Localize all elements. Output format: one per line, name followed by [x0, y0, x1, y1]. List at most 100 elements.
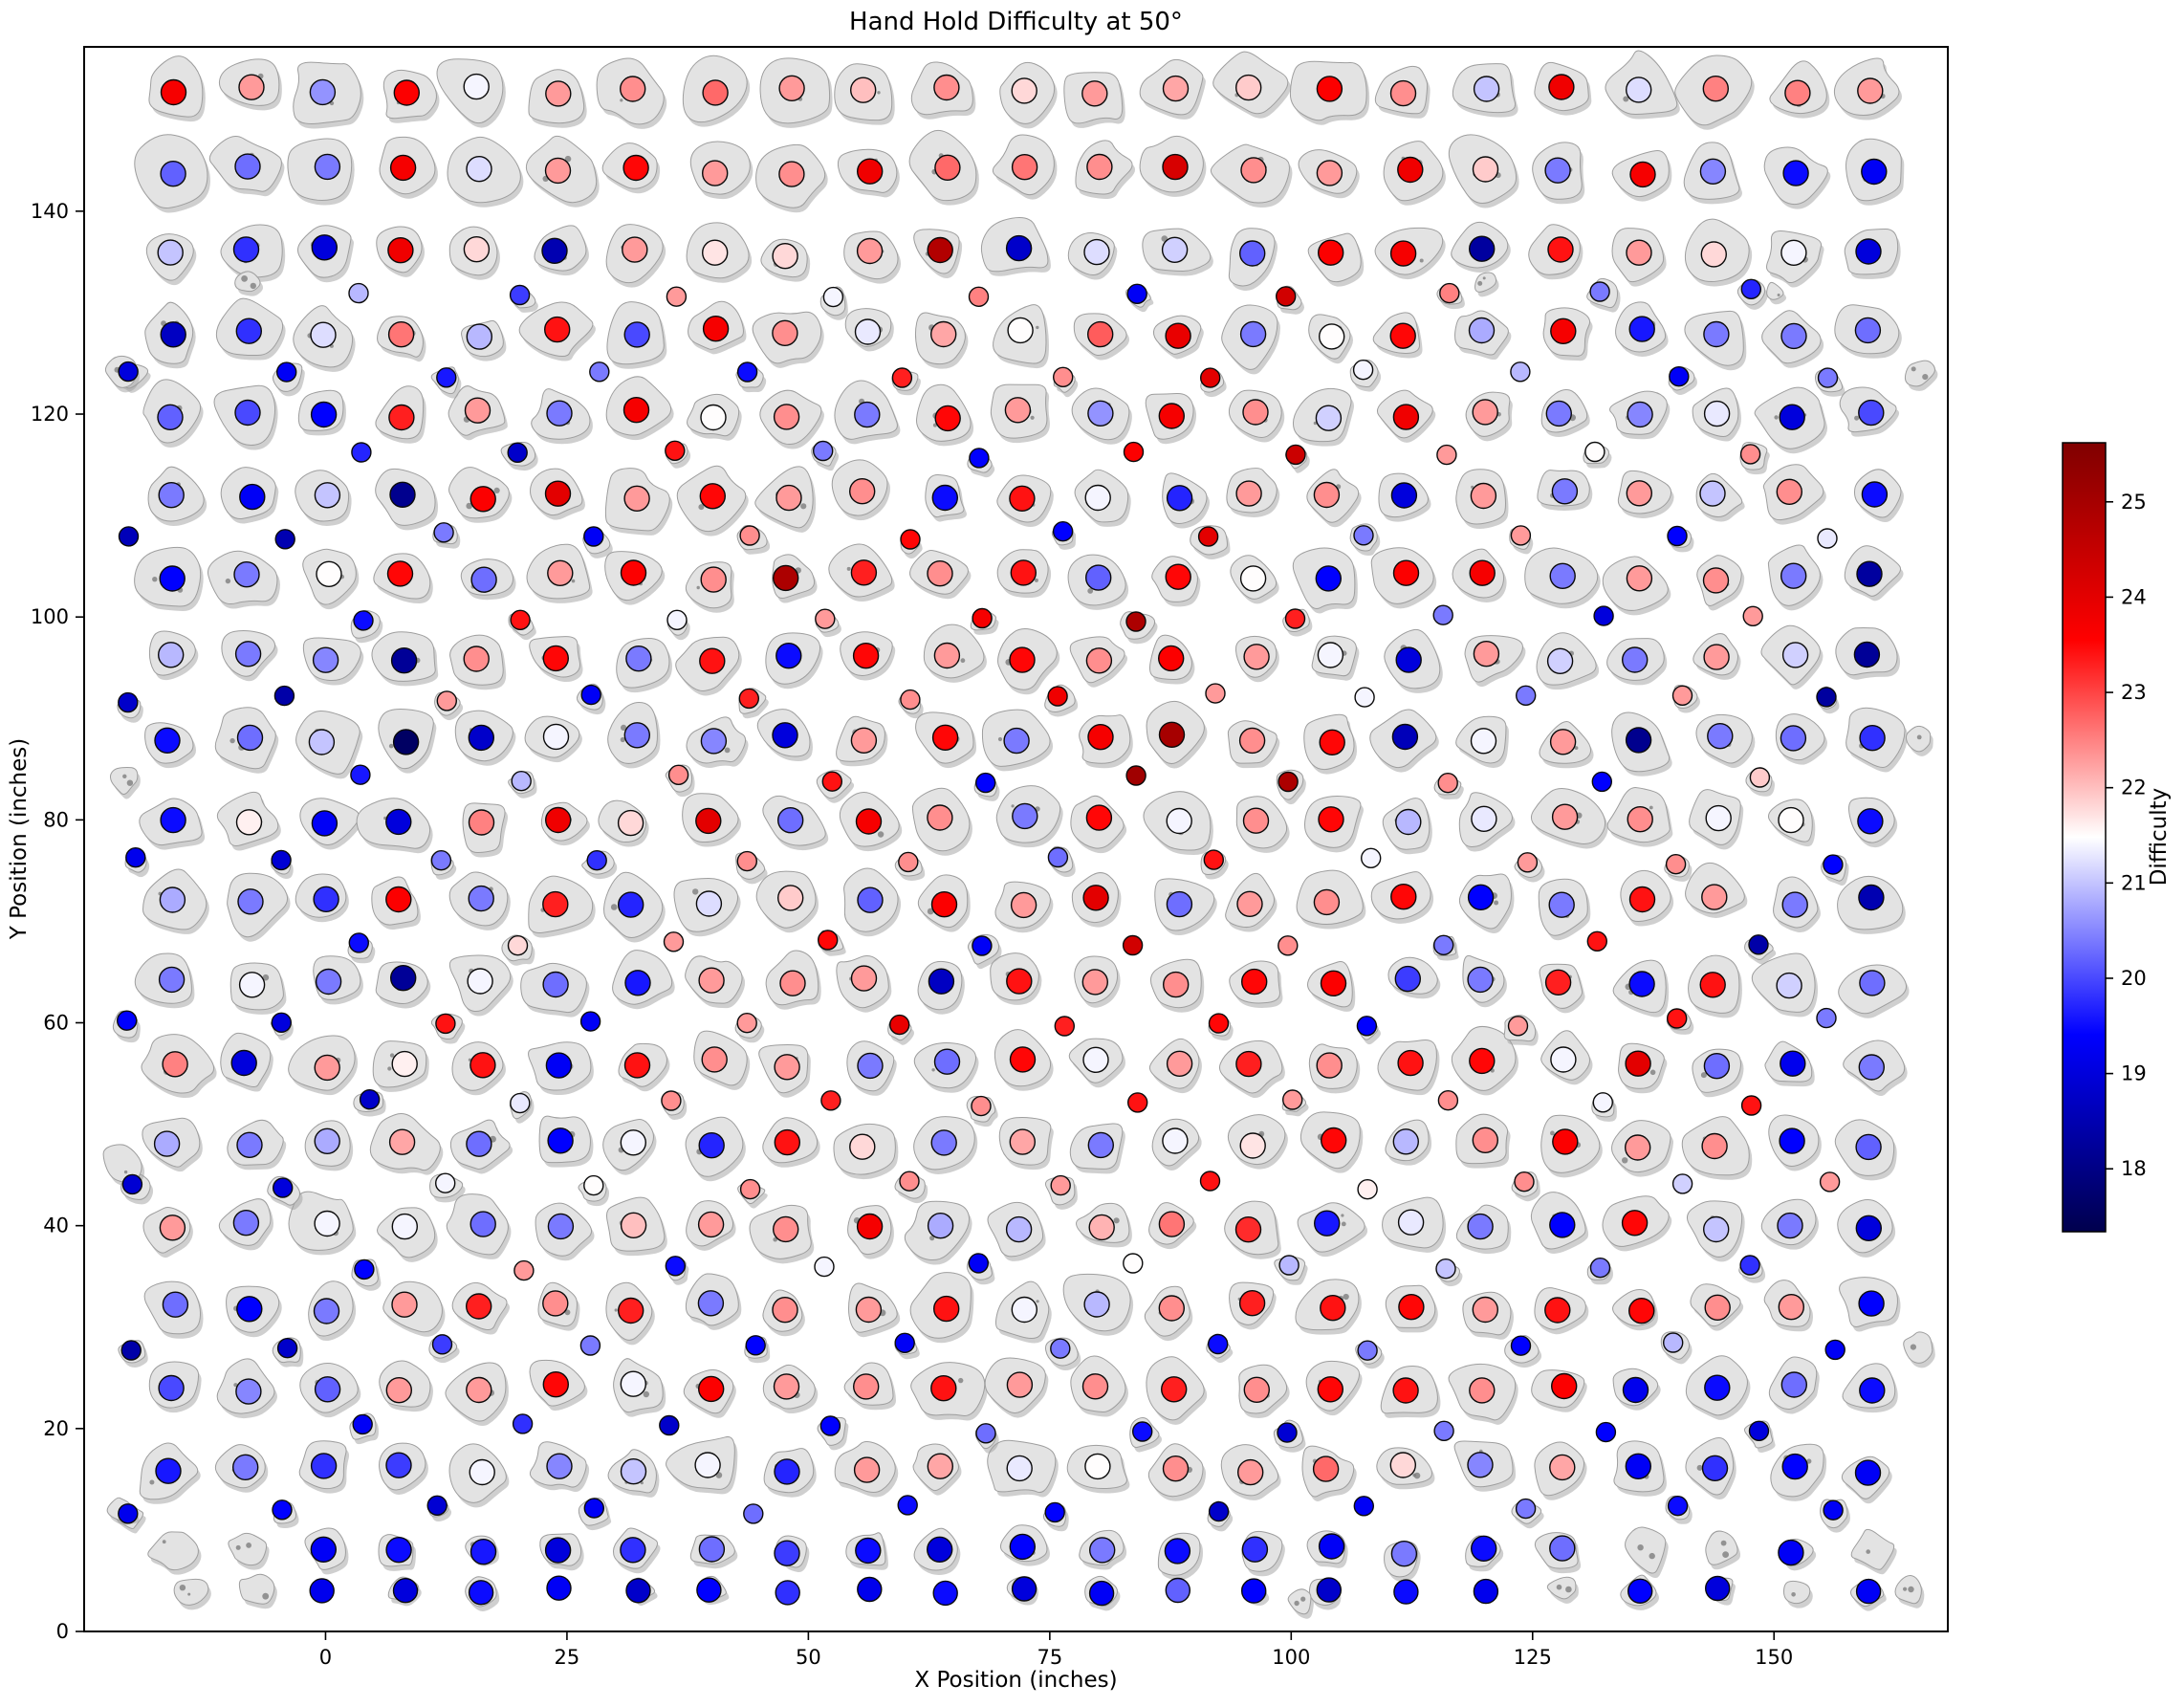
- hold-difficulty-dot: [736, 1012, 757, 1034]
- hold-difficulty-dot: [1780, 322, 1807, 350]
- hold-difficulty-dot: [1125, 611, 1147, 632]
- hold-difficulty-dot: [1591, 771, 1613, 793]
- hold-difficulty-dot: [1853, 641, 1881, 668]
- hold-difficulty-dot: [547, 1213, 575, 1240]
- hold-difficulty-dot: [1628, 886, 1656, 913]
- bolt-hole: [1413, 1472, 1421, 1479]
- hold-difficulty-dot: [773, 1373, 800, 1400]
- hold-difficulty-dot: [385, 1452, 412, 1478]
- hold-difficulty-dot: [1473, 76, 1500, 102]
- hold-difficulty-dot: [435, 1013, 456, 1035]
- hold-difficulty-dot: [1390, 884, 1417, 910]
- hold-difficulty-dot: [772, 1296, 798, 1324]
- hold-difficulty-dot: [625, 1578, 651, 1604]
- bolt-hole: [1911, 366, 1916, 372]
- hold-difficulty-dot: [1047, 686, 1068, 707]
- hold-difficulty-dot: [773, 564, 799, 592]
- hold-difficulty-dot: [1469, 559, 1496, 586]
- hold-difficulty-dot: [852, 643, 880, 669]
- hold-difficulty-dot: [934, 154, 961, 182]
- hold-difficulty-dot: [470, 1052, 496, 1079]
- hold-difficulty-dot: [390, 647, 418, 674]
- hold-difficulty-dot: [1749, 767, 1771, 788]
- hold-difficulty-dot: [542, 723, 570, 751]
- hold-difficulty-dot: [1817, 528, 1838, 549]
- bolt-hole: [846, 566, 851, 571]
- hold-difficulty-dot: [544, 316, 571, 343]
- hold-difficulty-dot: [849, 1133, 876, 1160]
- hold-difficulty-dot: [1162, 75, 1190, 102]
- hold-difficulty-dot: [1313, 481, 1341, 509]
- hold-difficulty-dot: [1277, 1422, 1298, 1443]
- hold-difficulty-dot: [1392, 1128, 1420, 1155]
- hold-difficulty-dot: [547, 1127, 574, 1154]
- bolt-hole: [262, 1592, 270, 1600]
- hold-difficulty-dot: [1472, 1127, 1499, 1154]
- hold-difficulty-dot: [469, 1458, 495, 1486]
- hold-difficulty-dot: [1858, 399, 1885, 427]
- hold-difficulty-dot: [1316, 1052, 1343, 1079]
- hold-difficulty-dot: [1824, 1339, 1845, 1361]
- hold-difficulty-dot: [1468, 317, 1496, 344]
- hold-difficulty-dot: [698, 967, 725, 994]
- hold-difficulty-dot: [700, 404, 727, 431]
- hold-difficulty-dot: [1507, 1016, 1529, 1037]
- hold-difficulty-dot: [1781, 642, 1809, 668]
- bolt-hole: [1637, 1544, 1644, 1551]
- hold-difficulty-dot: [1628, 971, 1655, 997]
- bolt-hole: [1477, 280, 1483, 286]
- hold-blob: [1705, 1530, 1738, 1565]
- hold-difficulty-dot: [314, 482, 341, 509]
- hold-difficulty-dot: [778, 75, 805, 102]
- hold-difficulty-dot: [930, 320, 957, 348]
- hold-difficulty-dot: [818, 930, 839, 951]
- hold-difficulty-dot: [1052, 521, 1074, 542]
- hold-difficulty-dot: [624, 970, 651, 996]
- hold-difficulty-dot: [1160, 1376, 1188, 1403]
- hold-difficulty-dot: [116, 1010, 138, 1031]
- hold-difficulty-dot: [1625, 1050, 1651, 1077]
- hold-difficulty-dot: [1088, 1537, 1116, 1564]
- hold-difficulty-dot: [1197, 526, 1219, 547]
- hold-difficulty-dot: [1702, 567, 1730, 594]
- x-tick-label: 25: [555, 1646, 580, 1669]
- hold-difficulty-dot: [773, 1215, 799, 1243]
- hold-difficulty-dot: [1239, 565, 1267, 592]
- hold-difficulty-dot: [1003, 727, 1030, 755]
- hold-difficulty-dot: [1081, 1373, 1109, 1400]
- hold-difficulty-dot: [1823, 854, 1844, 875]
- hold-difficulty-dot: [927, 560, 953, 587]
- hold-difficulty-dot: [1701, 1132, 1728, 1160]
- hold-difficulty-dot: [160, 160, 186, 187]
- hold-difficulty-dot: [1551, 478, 1579, 505]
- hold-difficulty-dot: [1593, 605, 1614, 626]
- hold-difficulty-dot: [1473, 641, 1500, 667]
- hold-difficulty-dot: [1701, 884, 1728, 910]
- bolt-hole: [1649, 1069, 1656, 1076]
- hold-difficulty-dot: [620, 1129, 646, 1156]
- hold-difficulty-dot: [1626, 239, 1652, 266]
- hold-difficulty-dot: [1009, 646, 1036, 673]
- hold-difficulty-dot: [969, 448, 990, 469]
- hold-difficulty-dot: [698, 1375, 725, 1403]
- y-axis-label: Y Position (inches): [7, 737, 32, 940]
- hold-difficulty-dot: [898, 851, 919, 873]
- hold-difficulty-dot: [389, 154, 417, 182]
- hold-difficulty-dot: [351, 442, 372, 463]
- hold-difficulty-dot: [125, 847, 146, 868]
- bolt-hole: [692, 888, 699, 895]
- hold-difficulty-dot: [315, 968, 342, 996]
- hold-difficulty-dot: [1544, 1297, 1571, 1324]
- hold-difficulty-dot: [1083, 238, 1110, 266]
- hold-difficulty-dot: [700, 566, 727, 593]
- hold-difficulty-dot: [1205, 683, 1226, 704]
- bolt-hole: [187, 1592, 191, 1596]
- hold-difficulty-dot: [775, 484, 802, 512]
- hold-difficulty-dot: [1436, 444, 1457, 466]
- bolt-hole: [1313, 421, 1318, 426]
- hold-difficulty-dot: [1707, 723, 1734, 750]
- hold-difficulty-dot: [743, 1503, 764, 1524]
- hold-difficulty-dot: [159, 565, 186, 592]
- hold-difficulty-dot: [313, 1298, 340, 1324]
